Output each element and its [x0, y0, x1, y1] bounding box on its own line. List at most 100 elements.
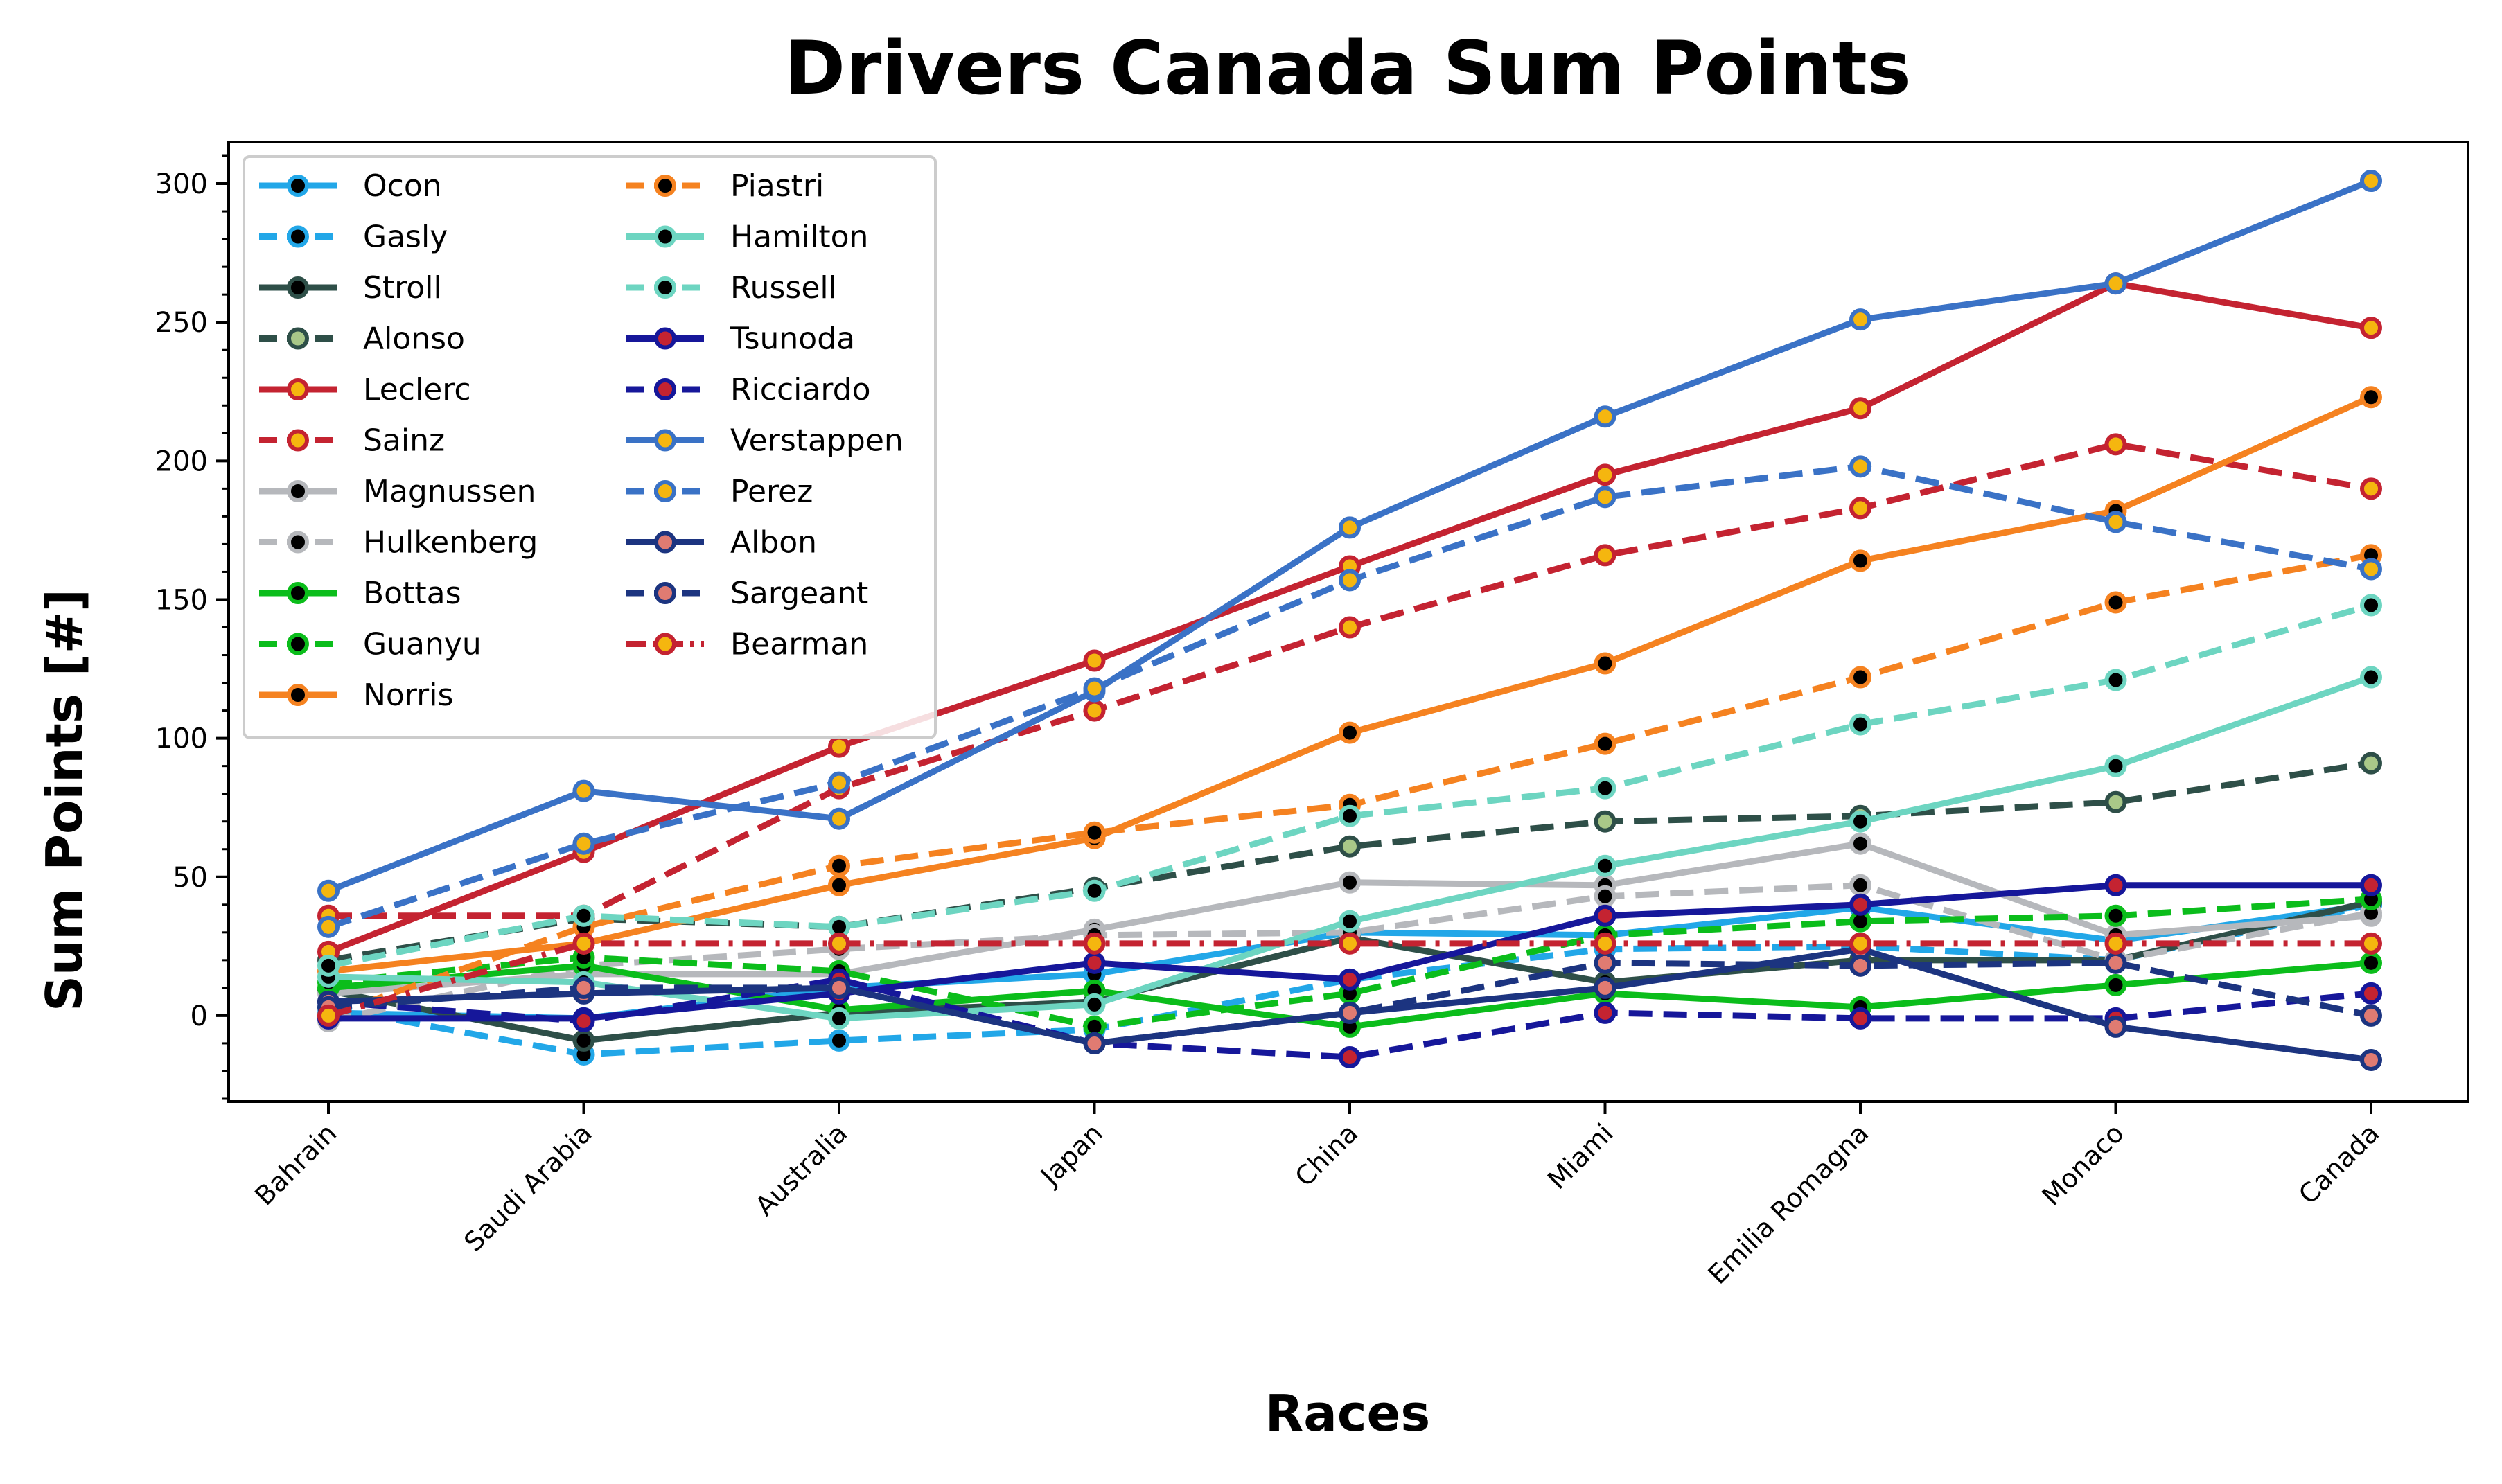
data-point: [1339, 968, 1361, 991]
data-point: [2360, 982, 2382, 1005]
data-point: [2104, 433, 2127, 456]
data-point: [572, 932, 595, 955]
data-point: [1339, 835, 1361, 858]
legend-label: Sargeant: [730, 576, 868, 611]
legend-item: Gasly: [259, 220, 448, 255]
data-point: [2104, 272, 2127, 295]
data-point: [2104, 973, 2127, 996]
data-point: [572, 904, 595, 927]
legend-marker: [654, 327, 676, 350]
data-point: [1083, 821, 1106, 844]
data-point: [317, 954, 340, 977]
data-point: [572, 779, 595, 802]
legend-box: [243, 155, 937, 739]
data-point: [1849, 832, 1871, 855]
data-point: [1339, 721, 1361, 744]
data-point: [2360, 666, 2382, 689]
legend-label: Bottas: [363, 576, 461, 611]
data-point: [1594, 652, 1616, 675]
data-point: [2360, 874, 2382, 896]
legend-item: Russell: [626, 270, 837, 306]
data-point: [1083, 649, 1106, 672]
data-point: [2104, 591, 2127, 614]
data-point: [828, 1007, 850, 1030]
data-point: [828, 976, 850, 999]
data-point: [1849, 893, 1871, 916]
data-point: [2104, 511, 2127, 533]
legend-item: Hulkenberg: [259, 525, 538, 560]
legend-item: Tsunoda: [626, 321, 855, 357]
legend-label: Verstappen: [730, 423, 904, 459]
legend-label: Stroll: [363, 270, 442, 306]
data-point: [572, 832, 595, 855]
legend-marker: [287, 276, 309, 299]
data-point: [2360, 1048, 2382, 1071]
legend-marker: [654, 480, 676, 502]
legend-item: Ricciardo: [626, 372, 871, 407]
legend-marker: [287, 480, 309, 502]
y-tick-label: 50: [173, 862, 208, 894]
data-point: [828, 874, 850, 896]
legend-marker: [287, 175, 309, 197]
data-point: [572, 1029, 595, 1052]
legend-item: Hamilton: [626, 220, 868, 255]
legend-marker: [287, 633, 309, 655]
legend-label: Hulkenberg: [363, 525, 538, 560]
data-point: [1083, 699, 1106, 722]
y-tick-label: 300: [155, 168, 208, 200]
data-point: [1339, 516, 1361, 539]
legend-item: Sainz: [259, 423, 445, 459]
data-point: [1849, 713, 1871, 736]
legend: Ocon Gasly Stroll Alonso Leclerc Sainz Magnuss…: [243, 155, 937, 739]
legend-label: Bearman: [730, 627, 868, 662]
legend-item: Perez: [626, 474, 813, 509]
data-point: [1849, 397, 1871, 420]
y-tick-label: 250: [155, 307, 208, 339]
series-russell: [317, 594, 2382, 977]
series-line: [328, 976, 2372, 1061]
data-point: [1339, 871, 1361, 894]
data-point: [1849, 549, 1871, 572]
series-perez: [317, 455, 2382, 938]
legend-item: Ocon: [259, 168, 442, 204]
data-point: [1849, 455, 1871, 478]
data-point: [1594, 810, 1616, 833]
data-point: [1083, 932, 1106, 955]
data-point: [1339, 569, 1361, 592]
legend-label: Tsunoda: [730, 321, 855, 357]
series-verstappen: [317, 170, 2382, 902]
series-line: [328, 901, 2372, 1058]
legend-marker: [287, 429, 309, 452]
data-point: [828, 735, 850, 758]
legend-item: Albon: [626, 525, 817, 560]
y-tick-label: 200: [155, 445, 208, 477]
data-point: [1849, 497, 1871, 520]
data-point: [1594, 544, 1616, 567]
legend-label: Hamilton: [730, 220, 868, 255]
data-point: [1594, 1001, 1616, 1024]
data-point: [1594, 732, 1616, 755]
legend-label: Magnussen: [363, 474, 536, 509]
data-point: [828, 932, 850, 955]
data-point: [1339, 804, 1361, 827]
legend-label: Perez: [730, 474, 813, 509]
data-point: [572, 1009, 595, 1032]
data-point: [828, 771, 850, 794]
legend-marker: [287, 531, 309, 554]
data-point: [1339, 1001, 1361, 1024]
data-point: [1849, 954, 1871, 977]
data-point: [2360, 932, 2382, 955]
data-point: [828, 854, 850, 877]
data-point: [2104, 790, 2127, 813]
data-point: [1594, 951, 1616, 974]
data-point: [828, 1029, 850, 1052]
y-axis-label: Sum Points [#]: [35, 589, 94, 1012]
legend-marker: [654, 582, 676, 604]
legend-item: Bottas: [259, 576, 461, 611]
data-point: [1594, 932, 1616, 955]
data-point: [572, 976, 595, 999]
legend-marker: [654, 276, 676, 299]
data-point: [2360, 170, 2382, 193]
legend-label: Leclerc: [363, 372, 471, 407]
legend-marker: [287, 378, 309, 400]
